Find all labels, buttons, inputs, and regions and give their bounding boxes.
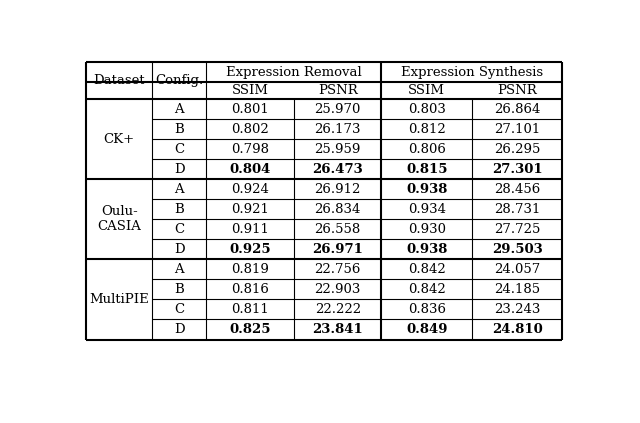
Text: 0.921: 0.921 <box>231 203 269 216</box>
Text: Expression Synthesis: Expression Synthesis <box>401 66 543 79</box>
Text: 25.970: 25.970 <box>314 103 361 116</box>
Text: B: B <box>174 283 184 296</box>
Text: 26.173: 26.173 <box>314 123 361 136</box>
Text: 26.864: 26.864 <box>494 103 540 116</box>
Text: B: B <box>174 123 184 136</box>
Text: 0.938: 0.938 <box>406 243 447 256</box>
Text: 0.819: 0.819 <box>231 263 269 276</box>
Text: 25.959: 25.959 <box>314 143 361 156</box>
Text: C: C <box>174 223 184 236</box>
Text: PSNR: PSNR <box>318 84 358 97</box>
Text: 0.812: 0.812 <box>408 123 445 136</box>
Text: Oulu-
CASIA: Oulu- CASIA <box>97 206 141 233</box>
Text: 0.836: 0.836 <box>408 303 446 316</box>
Text: 24.185: 24.185 <box>494 283 540 296</box>
Text: 0.924: 0.924 <box>231 183 269 196</box>
Text: 22.222: 22.222 <box>315 303 361 316</box>
Text: 26.912: 26.912 <box>314 183 361 196</box>
Text: 0.802: 0.802 <box>231 123 269 136</box>
Text: 0.816: 0.816 <box>231 283 269 296</box>
Text: A: A <box>174 103 184 116</box>
Text: 22.903: 22.903 <box>314 283 361 296</box>
Text: A: A <box>174 263 184 276</box>
Text: 27.101: 27.101 <box>494 123 540 136</box>
Text: Dataset: Dataset <box>93 74 145 87</box>
Text: A: A <box>174 183 184 196</box>
Text: 0.798: 0.798 <box>231 143 269 156</box>
Text: 24.810: 24.810 <box>492 323 543 336</box>
Text: 0.934: 0.934 <box>408 203 446 216</box>
Text: 0.842: 0.842 <box>408 263 445 276</box>
Text: 0.806: 0.806 <box>408 143 445 156</box>
Text: D: D <box>174 323 184 336</box>
Text: 0.803: 0.803 <box>408 103 445 116</box>
Text: C: C <box>174 143 184 156</box>
Text: 0.842: 0.842 <box>408 283 445 296</box>
Text: 27.301: 27.301 <box>492 163 543 176</box>
Text: 0.801: 0.801 <box>231 103 269 116</box>
Text: 27.725: 27.725 <box>494 223 540 236</box>
Text: SSIM: SSIM <box>408 84 445 97</box>
Text: Expression Removal: Expression Removal <box>226 66 362 79</box>
Text: D: D <box>174 163 184 176</box>
Text: 23.841: 23.841 <box>312 323 363 336</box>
Text: 22.756: 22.756 <box>314 263 361 276</box>
Text: 24.057: 24.057 <box>494 263 540 276</box>
Text: MultiPIE: MultiPIE <box>89 293 149 306</box>
Text: Config.: Config. <box>155 74 204 87</box>
Text: 0.825: 0.825 <box>229 323 271 336</box>
Text: 26.558: 26.558 <box>315 223 361 236</box>
Text: 0.815: 0.815 <box>406 163 447 176</box>
Text: PSNR: PSNR <box>497 84 537 97</box>
Text: 26.473: 26.473 <box>312 163 363 176</box>
Text: 28.731: 28.731 <box>494 203 540 216</box>
Text: 26.971: 26.971 <box>312 243 363 256</box>
Text: 0.911: 0.911 <box>231 223 269 236</box>
Text: 0.849: 0.849 <box>406 323 447 336</box>
Text: B: B <box>174 203 184 216</box>
Text: 26.834: 26.834 <box>314 203 361 216</box>
Text: CK+: CK+ <box>104 133 134 146</box>
Text: 29.503: 29.503 <box>492 243 543 256</box>
Text: D: D <box>174 243 184 256</box>
Text: SSIM: SSIM <box>232 84 269 97</box>
Text: 0.938: 0.938 <box>406 183 447 196</box>
Text: 0.811: 0.811 <box>231 303 269 316</box>
Text: 28.456: 28.456 <box>494 183 540 196</box>
Text: 0.930: 0.930 <box>408 223 446 236</box>
Text: 0.804: 0.804 <box>229 163 271 176</box>
Text: C: C <box>174 303 184 316</box>
Text: 23.243: 23.243 <box>494 303 540 316</box>
Text: 0.925: 0.925 <box>229 243 271 256</box>
Text: 26.295: 26.295 <box>494 143 540 156</box>
